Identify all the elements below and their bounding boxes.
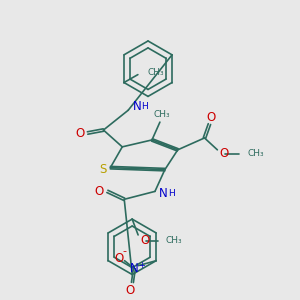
Text: +: +	[138, 261, 145, 270]
Text: O: O	[126, 284, 135, 297]
Text: O: O	[207, 111, 216, 124]
Text: O: O	[140, 234, 149, 248]
Text: H: H	[168, 189, 175, 198]
Text: N: N	[159, 187, 168, 200]
Text: O: O	[219, 147, 229, 160]
Text: H: H	[141, 102, 148, 111]
Text: CH₃: CH₃	[247, 149, 264, 158]
Text: O: O	[95, 185, 104, 198]
Text: N: N	[133, 100, 142, 113]
Text: -: -	[122, 246, 127, 256]
Text: O: O	[75, 127, 84, 140]
Text: S: S	[99, 163, 106, 176]
Text: CH₃: CH₃	[148, 68, 164, 77]
Text: CH₃: CH₃	[154, 110, 170, 119]
Text: O: O	[114, 252, 123, 265]
Text: N: N	[130, 262, 139, 275]
Text: CH₃: CH₃	[166, 236, 182, 245]
